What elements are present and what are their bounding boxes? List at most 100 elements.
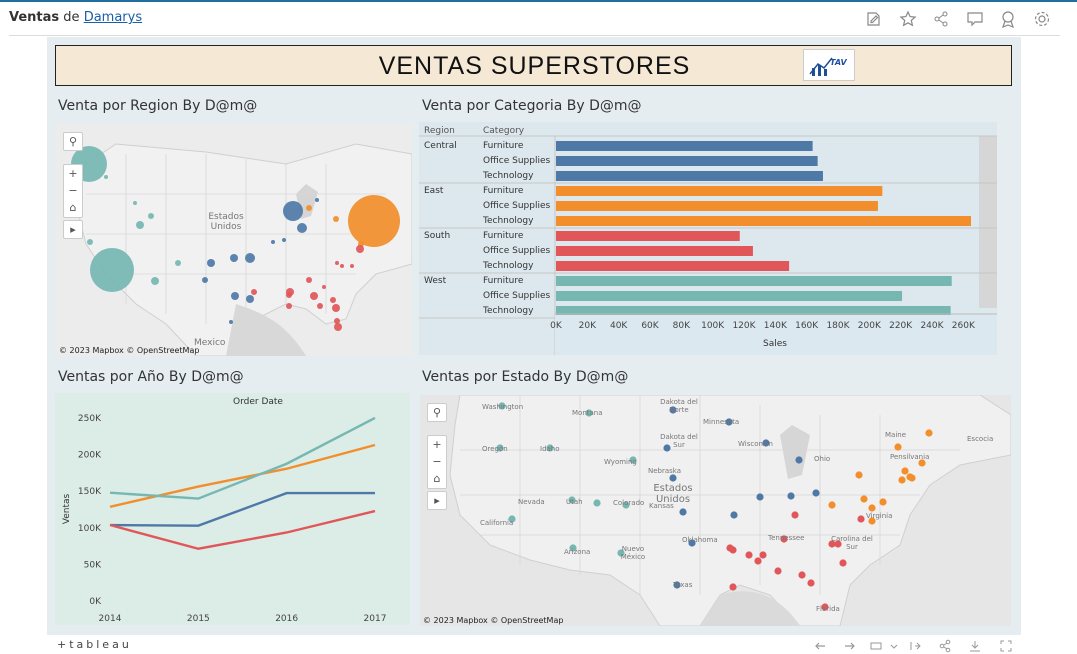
map-marker[interactable]	[283, 201, 303, 221]
map-marker[interactable]	[151, 277, 159, 285]
state-marker[interactable]	[688, 539, 696, 547]
state-marker[interactable]	[774, 567, 782, 575]
bar[interactable]	[556, 156, 818, 166]
map-marker[interactable]	[251, 289, 257, 295]
state-marker[interactable]	[745, 551, 753, 559]
chevron-down-icon[interactable]	[887, 638, 901, 652]
download-icon[interactable]	[968, 638, 982, 652]
state-marker[interactable]	[496, 444, 504, 452]
state-marker[interactable]	[812, 489, 820, 497]
home-icon[interactable]: ⌂	[69, 201, 77, 214]
state-marker[interactable]	[828, 540, 836, 548]
state-marker[interactable]	[568, 496, 576, 504]
state-marker[interactable]	[898, 476, 906, 484]
fullscreen-icon[interactable]	[999, 638, 1013, 652]
map-marker[interactable]	[310, 292, 318, 300]
map-marker[interactable]	[332, 304, 340, 312]
bar[interactable]	[556, 201, 878, 211]
star-icon[interactable]	[899, 10, 917, 28]
state-marker[interactable]	[756, 493, 764, 501]
undo-icon[interactable]	[813, 638, 827, 652]
region-map[interactable]: ⚲ + − ⌂ ▸ Estados Unidos Mexico © 2023 M…	[56, 124, 412, 356]
map-marker[interactable]	[271, 240, 275, 244]
zoom-out-icon[interactable]: −	[432, 455, 442, 468]
bar[interactable]	[556, 246, 753, 256]
state-marker[interactable]	[585, 409, 593, 417]
state-marker[interactable]	[908, 474, 916, 482]
state-marker[interactable]	[795, 456, 803, 464]
play-icon[interactable]: ▸	[434, 494, 440, 507]
search-icon[interactable]: ⚲	[432, 406, 442, 419]
map-marker[interactable]	[207, 259, 215, 267]
play-icon[interactable]: ▸	[70, 223, 76, 236]
state-marker[interactable]	[839, 559, 847, 567]
comment-icon[interactable]	[966, 10, 984, 28]
share-icon[interactable]	[932, 10, 950, 28]
state-marker[interactable]	[725, 418, 733, 426]
bar[interactable]	[556, 231, 740, 241]
state-marker[interactable]	[679, 508, 687, 516]
state-marker[interactable]	[759, 551, 767, 559]
map-marker[interactable]	[322, 285, 326, 289]
state-marker[interactable]	[798, 571, 806, 579]
state-marker[interactable]	[828, 501, 836, 509]
map-marker[interactable]	[315, 198, 319, 202]
state-map-search-button[interactable]: ⚲	[427, 403, 447, 422]
map-marker[interactable]	[348, 195, 400, 247]
state-marker[interactable]	[780, 535, 788, 543]
map-marker[interactable]	[350, 264, 354, 268]
state-marker[interactable]	[508, 515, 516, 523]
state-marker[interactable]	[807, 579, 815, 587]
zoom-in-icon[interactable]: +	[68, 167, 78, 180]
search-icon[interactable]: ⚲	[68, 135, 78, 148]
map-marker[interactable]	[282, 238, 286, 242]
settings-icon[interactable]	[1033, 10, 1051, 28]
map-marker[interactable]	[330, 297, 336, 303]
state-marker[interactable]	[754, 557, 762, 565]
bar[interactable]	[556, 261, 790, 271]
state-marker[interactable]	[855, 471, 863, 479]
map-marker[interactable]	[202, 277, 208, 283]
map-marker[interactable]	[286, 303, 292, 309]
year-line-chart[interactable]: Order Date Ventas 250K 200K 150K 100K 50K 0K 201…	[55, 393, 410, 625]
map-marker[interactable]	[136, 221, 144, 229]
state-marker[interactable]	[879, 498, 887, 506]
map-marker[interactable]	[340, 264, 344, 268]
edit-icon[interactable]	[865, 10, 883, 28]
state-marker[interactable]	[729, 583, 737, 591]
map-marker[interactable]	[246, 295, 254, 303]
share-icon[interactable]	[938, 638, 952, 653]
state-marker[interactable]	[669, 406, 677, 414]
map-marker[interactable]	[148, 213, 154, 219]
bar[interactable]	[556, 276, 952, 286]
state-marker[interactable]	[673, 581, 681, 589]
state-marker[interactable]	[762, 439, 770, 447]
category-bar-chart[interactable]: Region Category Central Furniture Office Sup…	[419, 122, 997, 355]
state-marker[interactable]	[617, 549, 625, 557]
state-marker[interactable]	[868, 504, 876, 512]
state-marker[interactable]	[629, 456, 637, 464]
state-marker[interactable]	[569, 544, 577, 552]
state-marker[interactable]	[918, 459, 926, 467]
state-marker[interactable]	[860, 495, 868, 503]
state-marker[interactable]	[868, 517, 876, 525]
state-marker[interactable]	[901, 467, 909, 475]
map-marker[interactable]	[317, 303, 323, 309]
bar[interactable]	[556, 306, 951, 316]
zoom-out-icon[interactable]: −	[68, 184, 78, 197]
map-marker[interactable]	[229, 320, 233, 324]
map-marker[interactable]	[356, 245, 364, 253]
map-marker[interactable]	[335, 261, 339, 265]
bar[interactable]	[556, 141, 813, 151]
tableau-logo[interactable]: +tableau	[57, 638, 132, 651]
bar[interactable]	[556, 216, 972, 226]
state-map[interactable]: ⚲ + − ⌂ ▸ Washington Montana Dakota del No…	[420, 395, 1011, 626]
map-marker[interactable]	[306, 277, 312, 283]
pause-icon[interactable]	[908, 638, 922, 652]
map-marker[interactable]	[104, 175, 108, 179]
map-marker[interactable]	[334, 323, 342, 331]
state-marker[interactable]	[498, 402, 506, 410]
zoom-in-icon[interactable]: +	[432, 438, 442, 451]
state-marker[interactable]	[730, 511, 738, 519]
bar[interactable]	[556, 186, 883, 196]
